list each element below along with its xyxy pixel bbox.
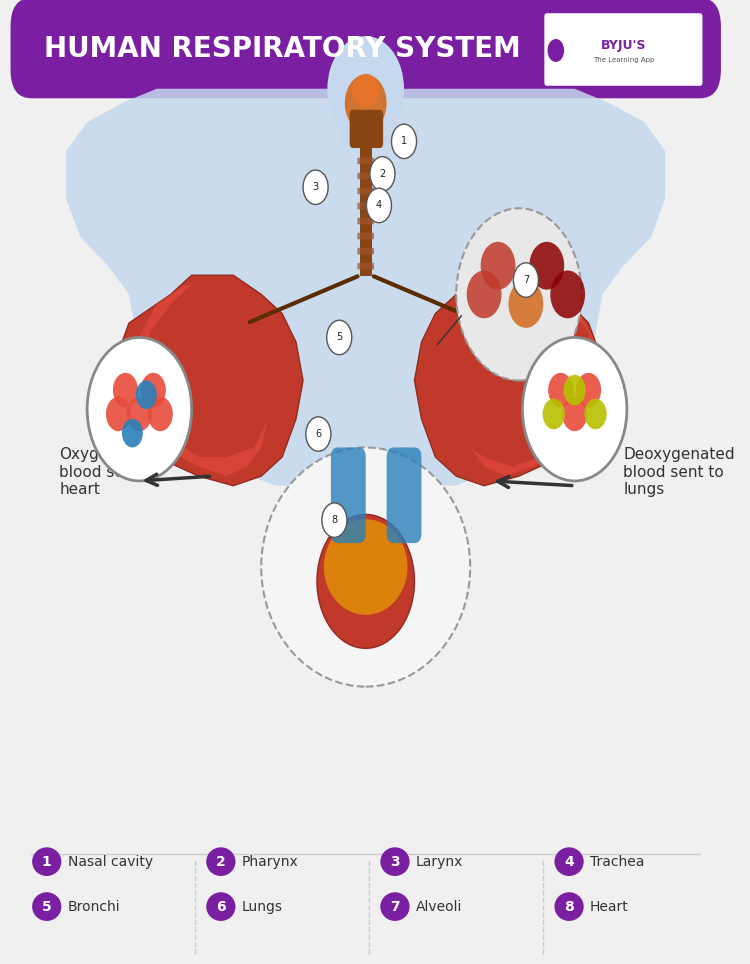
Text: Pharynx: Pharynx xyxy=(242,855,298,869)
Polygon shape xyxy=(115,276,303,486)
Text: 1: 1 xyxy=(42,855,52,869)
Text: Deoxygenated
blood sent to
lungs: Deoxygenated blood sent to lungs xyxy=(623,447,735,497)
Ellipse shape xyxy=(261,447,470,686)
Text: HUMAN RESPIRATORY SYSTEM: HUMAN RESPIRATORY SYSTEM xyxy=(44,35,520,63)
Text: 2: 2 xyxy=(216,855,226,869)
Text: Lungs: Lungs xyxy=(242,899,283,914)
Circle shape xyxy=(481,242,515,289)
Circle shape xyxy=(542,399,565,429)
FancyBboxPatch shape xyxy=(357,173,374,179)
Circle shape xyxy=(87,337,191,481)
Text: 5: 5 xyxy=(336,333,343,342)
Ellipse shape xyxy=(32,893,62,921)
Circle shape xyxy=(513,263,538,297)
FancyBboxPatch shape xyxy=(357,188,374,195)
Circle shape xyxy=(148,397,172,431)
Text: Trachea: Trachea xyxy=(590,855,644,869)
Circle shape xyxy=(550,271,585,318)
Circle shape xyxy=(122,418,142,447)
Circle shape xyxy=(370,156,395,191)
Text: Alveoli: Alveoli xyxy=(416,899,462,914)
Ellipse shape xyxy=(554,847,584,876)
Circle shape xyxy=(327,320,352,355)
Text: Oxygenated
blood sent to
heart: Oxygenated blood sent to heart xyxy=(59,447,160,497)
Text: 2: 2 xyxy=(380,169,386,179)
Ellipse shape xyxy=(345,74,386,132)
Ellipse shape xyxy=(324,520,407,615)
FancyBboxPatch shape xyxy=(357,263,374,270)
Text: 8: 8 xyxy=(564,899,574,914)
FancyBboxPatch shape xyxy=(357,157,374,164)
Circle shape xyxy=(106,397,131,431)
Text: 7: 7 xyxy=(523,275,529,285)
FancyBboxPatch shape xyxy=(357,218,374,225)
Text: 7: 7 xyxy=(390,899,400,914)
Circle shape xyxy=(136,381,157,409)
Text: 4: 4 xyxy=(376,201,382,210)
FancyBboxPatch shape xyxy=(357,202,374,209)
Circle shape xyxy=(392,124,416,158)
Ellipse shape xyxy=(206,847,236,876)
FancyBboxPatch shape xyxy=(350,110,383,148)
FancyBboxPatch shape xyxy=(10,0,721,98)
Ellipse shape xyxy=(554,893,584,921)
Text: Bronchi: Bronchi xyxy=(68,899,120,914)
Text: BYJU'S: BYJU'S xyxy=(601,40,646,52)
Circle shape xyxy=(303,170,328,204)
FancyBboxPatch shape xyxy=(357,248,374,254)
Circle shape xyxy=(466,271,502,318)
FancyBboxPatch shape xyxy=(386,447,422,543)
Text: Nasal cavity: Nasal cavity xyxy=(68,855,153,869)
Polygon shape xyxy=(470,284,602,476)
Ellipse shape xyxy=(32,847,62,876)
Text: 6: 6 xyxy=(315,429,322,439)
Text: 8: 8 xyxy=(332,515,338,525)
Circle shape xyxy=(306,416,331,451)
Text: 6: 6 xyxy=(216,899,226,914)
Ellipse shape xyxy=(352,74,380,107)
Circle shape xyxy=(141,373,166,407)
Circle shape xyxy=(367,188,392,223)
Circle shape xyxy=(530,242,564,289)
Circle shape xyxy=(127,397,152,431)
Circle shape xyxy=(548,373,573,407)
Text: Larynx: Larynx xyxy=(416,855,464,869)
FancyBboxPatch shape xyxy=(331,447,366,543)
Ellipse shape xyxy=(317,515,415,649)
Text: Heart: Heart xyxy=(590,899,628,914)
Circle shape xyxy=(456,208,581,381)
Polygon shape xyxy=(360,144,371,276)
Circle shape xyxy=(509,281,543,328)
Polygon shape xyxy=(129,284,268,476)
Ellipse shape xyxy=(206,893,236,921)
Text: 3: 3 xyxy=(313,182,319,192)
Text: 3: 3 xyxy=(390,855,400,869)
Ellipse shape xyxy=(380,847,410,876)
Text: The Learning App: The Learning App xyxy=(592,57,654,63)
Circle shape xyxy=(584,399,607,429)
Circle shape xyxy=(523,337,627,481)
Ellipse shape xyxy=(380,893,410,921)
Circle shape xyxy=(576,373,601,407)
Circle shape xyxy=(322,503,347,537)
FancyBboxPatch shape xyxy=(357,232,374,239)
Text: 4: 4 xyxy=(564,855,574,869)
Circle shape xyxy=(548,39,564,62)
Circle shape xyxy=(113,373,138,407)
FancyBboxPatch shape xyxy=(341,84,390,147)
Polygon shape xyxy=(415,276,602,486)
Text: 1: 1 xyxy=(401,136,407,147)
FancyBboxPatch shape xyxy=(543,13,704,87)
Circle shape xyxy=(562,397,587,431)
Polygon shape xyxy=(66,89,665,486)
Circle shape xyxy=(328,36,404,142)
Text: 5: 5 xyxy=(42,899,52,914)
Circle shape xyxy=(563,375,586,405)
